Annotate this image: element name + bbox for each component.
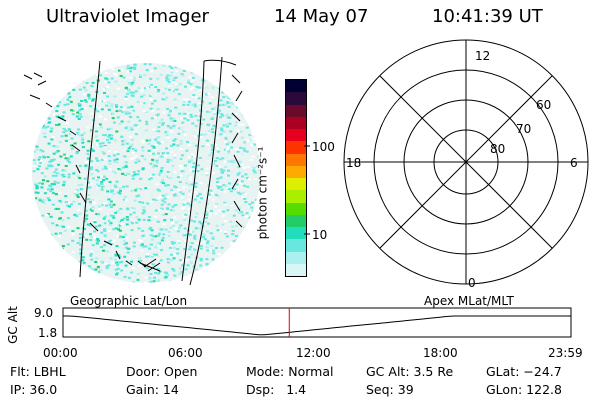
colorbar-swatch xyxy=(286,92,306,105)
time-label: 10:41:39 UT xyxy=(432,6,543,27)
mlt-label-0: 0 xyxy=(468,276,476,290)
uv-image-panel xyxy=(23,56,260,286)
colorbar-swatch xyxy=(286,239,306,252)
colorbar-swatch xyxy=(286,263,306,276)
polar-diag-2 xyxy=(379,75,553,249)
status-filter: Flt: LBHL xyxy=(10,364,66,379)
timeline-ylabel: GC Alt xyxy=(5,306,20,344)
colorbar-swatch xyxy=(286,129,306,142)
colorbar-tick-100: 100 xyxy=(312,140,335,154)
mlt-label-12: 12 xyxy=(475,49,490,63)
timeline-left-caption: Geographic Lat/Lon xyxy=(70,294,188,308)
colorbar xyxy=(285,79,307,277)
colorbar-swatch xyxy=(286,141,306,154)
timeline-ytick-high: 9.0 xyxy=(34,306,54,320)
earth-disk xyxy=(32,63,260,283)
timeline-xtick-2: 12:00 xyxy=(296,346,331,360)
coastline-west xyxy=(23,72,147,268)
status-glon: GLon: 122.8 xyxy=(486,382,562,397)
colorbar-swatch xyxy=(286,104,306,117)
coastline-south xyxy=(139,258,161,272)
status-glat: GLat: −24.7 xyxy=(486,364,562,379)
colorbar-swatch xyxy=(286,165,306,178)
grid-cap xyxy=(203,59,237,66)
instrument-title: Ultraviolet Imager xyxy=(46,6,209,27)
timeline-xtick-3: 18:00 xyxy=(423,346,458,360)
status-ip: IP: 36.0 xyxy=(10,382,58,397)
colorbar-swatch xyxy=(286,227,306,240)
date-label: 14 May 07 xyxy=(274,6,369,27)
colorbar-swatch xyxy=(286,153,306,166)
timeline-xtick-1: 06:00 xyxy=(168,346,203,360)
timeline-xtick-0: 00:00 xyxy=(43,346,78,360)
altitude-timeline xyxy=(62,307,572,338)
status-dsp: Dsp: 1.4 xyxy=(246,382,307,397)
altitude-curve xyxy=(63,315,571,336)
status-gain: Gain: 14 xyxy=(126,382,179,397)
colorbar-swatch xyxy=(286,178,306,191)
timeline-xtick-4: 23:59 xyxy=(548,346,583,360)
colorbar-swatch xyxy=(286,202,306,215)
status-mode: Mode: Normal xyxy=(246,364,334,379)
polar-mlt-plot: 12 6 0 18 60 70 80 xyxy=(343,39,589,290)
longitude-line-right xyxy=(181,60,205,282)
mlt-label-6: 6 xyxy=(570,156,578,170)
mlt-label-18: 18 xyxy=(346,156,361,170)
lat-label-80: 80 xyxy=(490,142,505,156)
colorbar-swatch xyxy=(286,214,306,227)
timeline-right-caption: Apex MLat/MLT xyxy=(424,294,514,308)
status-door: Door: Open xyxy=(126,364,198,379)
colorbar-tick-10: 10 xyxy=(312,228,328,242)
lat-label-60: 60 xyxy=(536,98,551,112)
timeline-ytick-low: 1.8 xyxy=(38,326,58,340)
status-seq: Seq: 39 xyxy=(366,382,414,397)
colorbar-units-label: photon cm⁻²s⁻¹ xyxy=(255,146,270,240)
colorbar-swatch xyxy=(286,80,306,93)
longitude-line-far xyxy=(189,56,223,286)
title-bar: Ultraviolet Imager 14 May 07 10:41:39 UT xyxy=(0,0,600,40)
colorbar-swatch xyxy=(286,116,306,129)
lat-label-70: 70 xyxy=(516,122,531,136)
colorbar-swatch xyxy=(286,251,306,264)
longitude-line-left xyxy=(79,60,101,278)
timeline-frame xyxy=(62,307,572,338)
coastline-east xyxy=(231,74,243,228)
colorbar-swatch xyxy=(286,190,306,203)
status-gc-alt: GC Alt: 3.5 Re xyxy=(366,364,454,379)
colorbar-ticks xyxy=(304,145,310,235)
